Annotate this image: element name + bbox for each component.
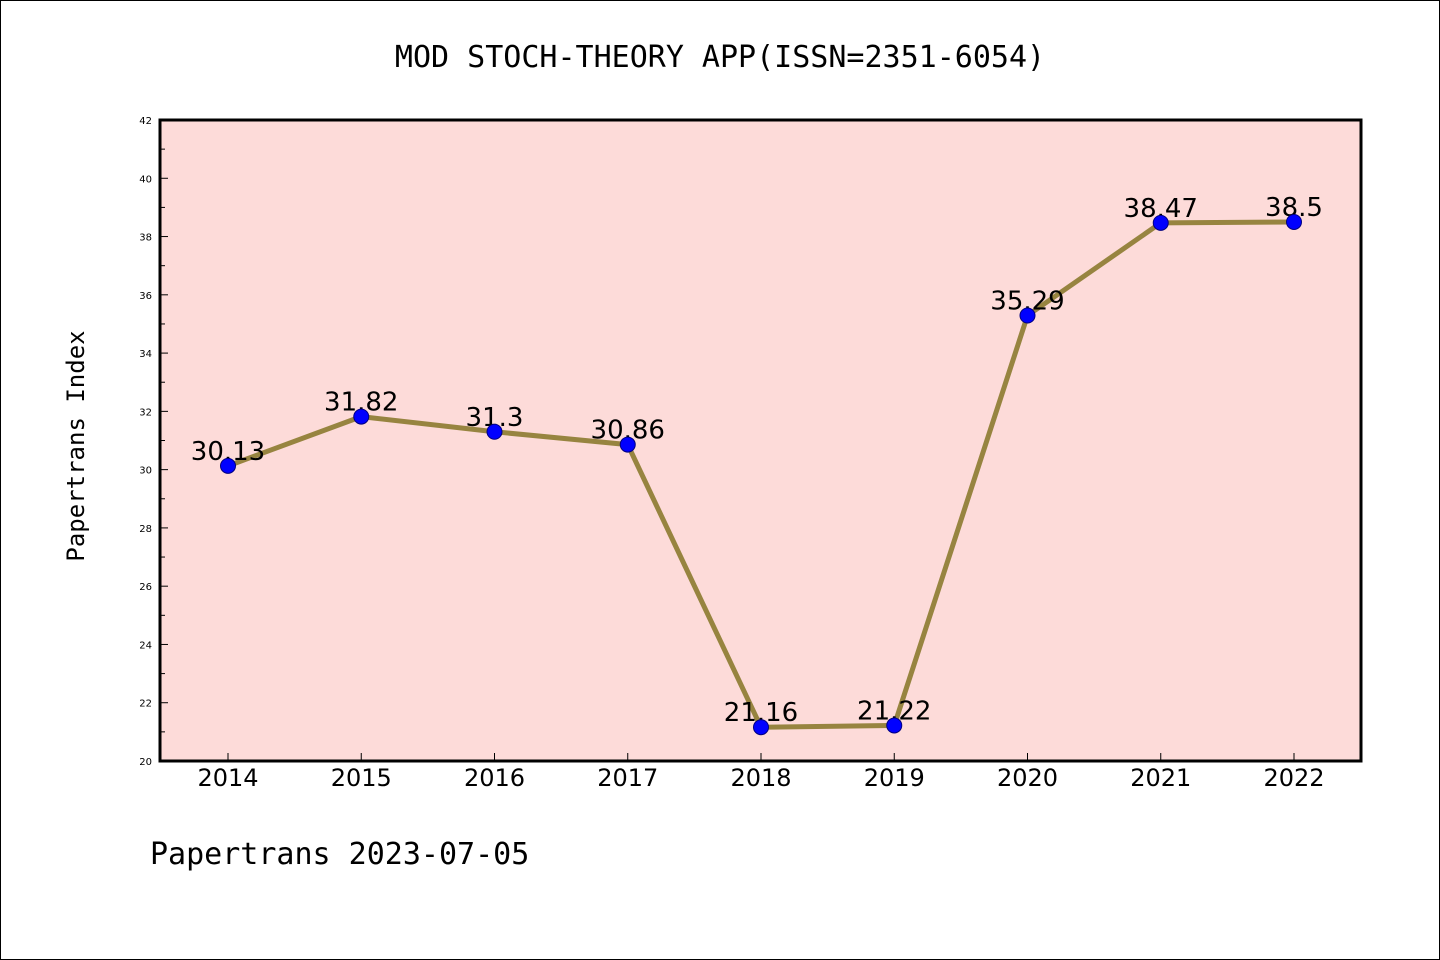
data-point	[753, 719, 769, 736]
x-axis: 2014 2015 2016 2017 2018 2019 2020 2021 2022	[197, 753, 1325, 792]
y-axis: 20 22 24 26 28 30 32 34 36 38 40 42	[139, 116, 168, 768]
data-point	[353, 408, 370, 425]
data-markers	[220, 213, 1302, 736]
x-tick-label: 2016	[464, 764, 525, 792]
x-tick-label: 2021	[1130, 764, 1191, 792]
y-tick-label: 38	[139, 233, 152, 244]
footer-caption: Papertrans 2023-07-05	[150, 837, 529, 872]
data-point	[486, 423, 503, 440]
y-tick-label: 40	[139, 174, 152, 185]
data-point	[220, 457, 236, 474]
x-tick-label: 2017	[597, 764, 658, 792]
y-tick-label: 42	[139, 116, 152, 127]
data-point	[1152, 214, 1169, 231]
y-tick-label: 30	[139, 466, 152, 477]
data-point	[1286, 213, 1302, 230]
y-tick-label: 24	[139, 640, 152, 651]
y-tick-label: 22	[139, 699, 152, 710]
y-tick-label: 36	[139, 291, 152, 302]
y-tick-label: 20	[139, 757, 152, 768]
data-point	[1019, 307, 1036, 324]
chart-title: MOD STOCH-THEORY APP(ISSN=2351-6054)	[395, 40, 1045, 75]
y-tick-label: 28	[139, 524, 152, 535]
x-tick-label: 2014	[197, 764, 258, 792]
y-tick-label: 34	[139, 349, 152, 360]
x-tick-label: 2019	[864, 764, 925, 792]
data-point	[886, 717, 903, 734]
x-tick-label: 2020	[997, 764, 1058, 792]
y-tick-label: 32	[139, 407, 152, 418]
data-point	[619, 436, 636, 453]
x-tick-label: 2015	[331, 764, 392, 792]
y-axis-label: Papertrans Index	[62, 330, 90, 561]
x-tick-label: 2022	[1263, 764, 1324, 792]
y-tick-label: 26	[139, 582, 152, 593]
x-tick-label: 2018	[730, 764, 791, 792]
